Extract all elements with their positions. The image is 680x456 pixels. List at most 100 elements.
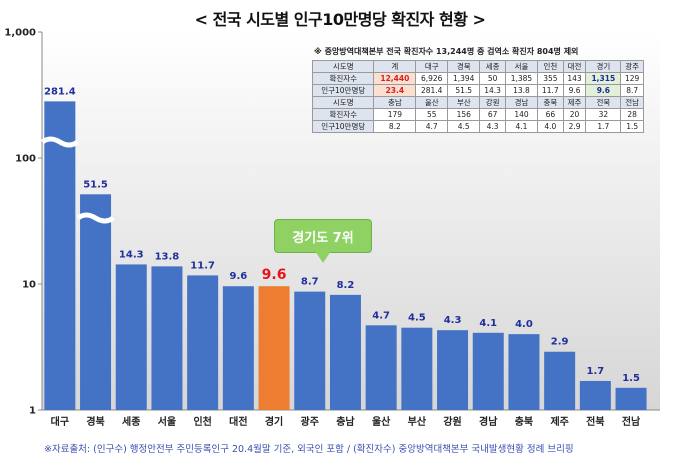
bar: [258, 286, 290, 410]
bar: [80, 194, 112, 410]
table-cell: 2.9: [562, 120, 587, 133]
axis-break-mark: [76, 212, 115, 224]
data-table: 시도명 계 대구 경북 세종 서울 인천 대전 경기 광주 확진자수 12,440 6,926 1,394…: [311, 60, 644, 133]
table-cell: 66: [536, 108, 564, 121]
data-label: 14.3: [119, 249, 144, 260]
table-cell: 4.7: [415, 120, 449, 133]
table-cell: 51.5: [447, 84, 481, 97]
table-cell: 제주: [562, 96, 587, 109]
rank-callout-pointer: [315, 251, 331, 263]
table-cell: 1,315: [585, 72, 622, 85]
table-cell: 1.5: [620, 120, 644, 133]
x-tick-label: 광주: [301, 416, 319, 428]
x-tick-label: 세종: [122, 415, 140, 428]
bar: [115, 264, 147, 410]
y-tick-label: 10: [22, 280, 36, 291]
bar: [615, 387, 647, 410]
bar: [294, 291, 326, 410]
table-cell: 129: [620, 72, 644, 85]
table-row: 확진자수 12,440 6,926 1,394 50 1,385 355 143 1,315 12…: [311, 72, 644, 85]
bar: [544, 351, 576, 410]
table-cell: 28: [620, 108, 644, 121]
x-tick-label: 서울: [158, 415, 176, 428]
bar: [329, 294, 361, 410]
table-cell: 충남: [373, 96, 417, 109]
table-cell: 부산: [447, 96, 481, 109]
data-label: 1.7: [586, 366, 604, 377]
data-label: 281.4: [44, 86, 76, 97]
table-cell: 인구10만명당: [311, 120, 375, 133]
table-cell: 20: [562, 108, 587, 121]
table-cell: 32: [585, 108, 622, 121]
y-tick-label: 1: [29, 406, 36, 417]
table-cell: 경남: [504, 96, 538, 109]
table-cell: 140: [504, 108, 538, 121]
table-cell: 경기: [585, 60, 622, 73]
table-row: 확진자수 179 55 156 67 140 66 20 32 28: [311, 108, 644, 121]
table-cell: 경북: [447, 60, 481, 73]
bar: [472, 332, 504, 410]
bar: [151, 266, 183, 410]
bar: [437, 330, 469, 410]
table-cell: 156: [447, 108, 481, 121]
table-cell: 충북: [536, 96, 564, 109]
x-tick-label: 강원: [443, 415, 461, 428]
chart-title: < 전국 시도별 인구10만명당 확진자 현황 >: [194, 10, 486, 29]
data-label: 4.3: [444, 315, 462, 326]
table-cell: 시도명: [311, 96, 375, 109]
y-tick-label: 100: [15, 154, 36, 165]
table-cell: 4.5: [447, 120, 481, 133]
table-cell: 11.7: [536, 84, 564, 97]
bar: [365, 325, 397, 410]
x-tick-label: 부산: [408, 415, 427, 428]
table-cell: 4.3: [479, 120, 506, 133]
data-table-panel: ※ 중앙방역대책본부 전국 확진자수 13,244명 중 검역소 확진자 804…: [308, 46, 652, 133]
table-cell: 전남: [620, 96, 644, 109]
data-label: 4.0: [515, 319, 533, 330]
table-cell: 281.4: [415, 84, 449, 97]
data-label: 2.9: [551, 337, 569, 348]
table-row: 시도명 충남 울산 부산 강원 경남 충북 제주 전북 전남: [311, 96, 644, 109]
table-cell: 1,394: [447, 72, 481, 85]
table-cell: 확진자수: [311, 72, 375, 85]
x-tick-label: 충북: [515, 415, 533, 428]
table-cell: 시도명: [311, 60, 375, 73]
table-cell: 인천: [536, 60, 564, 73]
data-label: 4.5: [408, 313, 426, 324]
table-cell: 계: [373, 60, 417, 73]
bar: [44, 101, 76, 410]
x-tick-label: 제주: [550, 415, 568, 428]
table-cell: 14.3: [479, 84, 506, 97]
bar: [222, 286, 254, 410]
table-cell: 1.7: [585, 120, 622, 133]
bar: [579, 380, 611, 410]
data-label: 9.6: [262, 267, 287, 283]
data-label: 4.7: [372, 310, 390, 321]
table-cell: 대전: [562, 60, 587, 73]
x-tick-label: 대구: [51, 415, 69, 428]
source-note: ※자료출처: (인구수) 행정안전부 주민등록인구 20.4월말 기준, 외국인…: [44, 444, 574, 455]
table-row: 인구10만명당 23.4 281.4 51.5 14.3 13.8 11.7 9.6 9.6 8.…: [311, 84, 644, 97]
table-cell: 6,926: [415, 72, 449, 85]
data-label: 4.1: [479, 318, 497, 329]
table-cell: 179: [373, 108, 417, 121]
x-tick-label: 전북: [586, 415, 604, 428]
table-cell: 13.8: [504, 84, 538, 97]
table-cell: 67: [479, 108, 506, 121]
table-cell: 9.6: [562, 84, 587, 97]
table-cell: 인구10만명당: [311, 84, 375, 97]
table-cell: 확진자수: [311, 108, 375, 121]
data-label: 9.6: [229, 271, 247, 282]
table-row: 인구10만명당 8.2 4.7 4.5 4.3 4.1 4.0 2.9 1.7 1.5: [311, 120, 644, 133]
bar: [401, 327, 433, 410]
table-cell: 4.0: [536, 120, 564, 133]
table-cell: 12,440: [373, 72, 417, 85]
data-label: 11.7: [190, 260, 215, 271]
table-cell: 강원: [479, 96, 506, 109]
x-tick-label: 경남: [479, 415, 498, 428]
table-row: 시도명 계 대구 경북 세종 서울 인천 대전 경기 광주: [311, 60, 644, 73]
table-cell: 8.2: [373, 120, 417, 133]
x-tick-label: 충남: [336, 415, 355, 428]
x-tick-label: 경북: [86, 415, 104, 428]
bar: [508, 334, 540, 410]
